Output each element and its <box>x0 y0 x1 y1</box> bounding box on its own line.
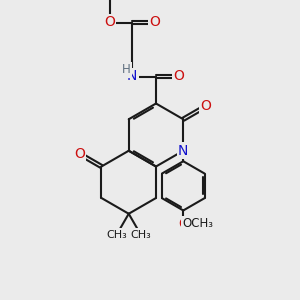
Text: O: O <box>200 100 211 113</box>
Text: OCH₃: OCH₃ <box>183 218 214 230</box>
Text: H: H <box>122 63 130 76</box>
Text: N: N <box>127 70 137 83</box>
Text: N: N <box>178 144 188 158</box>
Text: O: O <box>149 16 160 29</box>
Text: CH₃: CH₃ <box>106 230 127 239</box>
Text: O: O <box>74 147 85 161</box>
Text: O: O <box>173 70 184 83</box>
Text: O: O <box>104 16 115 29</box>
Text: O: O <box>178 217 189 231</box>
Text: CH₃: CH₃ <box>130 230 151 239</box>
